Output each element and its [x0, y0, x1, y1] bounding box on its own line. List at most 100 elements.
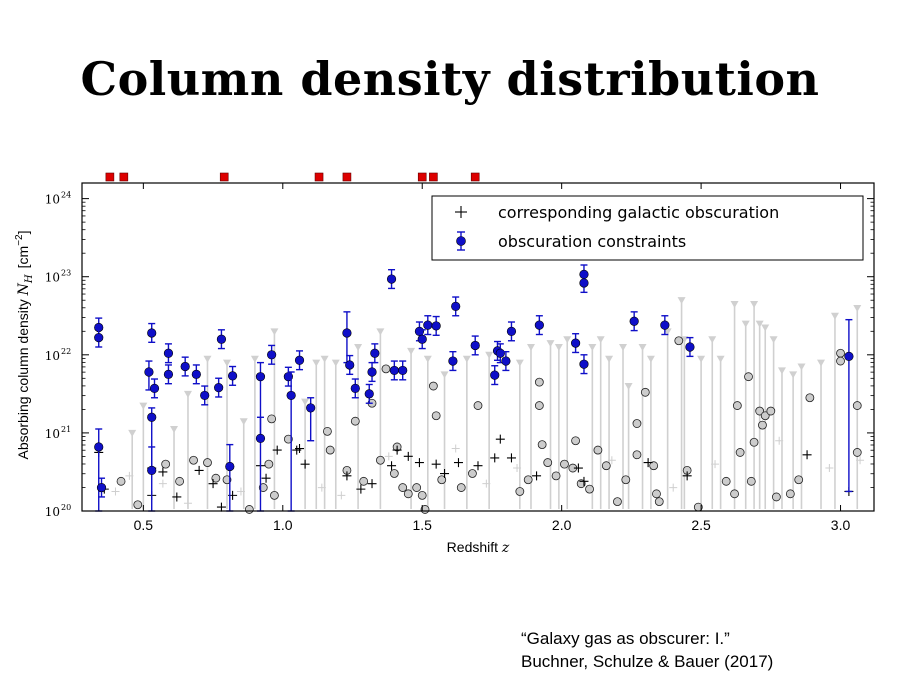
upper-limit [170, 426, 179, 509]
open-point [381, 364, 391, 374]
constraint-point [163, 348, 174, 358]
top-marker [105, 172, 115, 182]
upper-limit [440, 371, 449, 509]
constraint-point [214, 383, 224, 393]
constraint [163, 364, 174, 385]
upper-limit-triangle [761, 324, 770, 332]
constraint-point [147, 328, 157, 338]
open-point [523, 475, 533, 485]
constraint-point [200, 390, 210, 401]
constraint-point [389, 365, 399, 376]
upper-limit-triangle [462, 355, 471, 363]
faint-point [317, 483, 326, 492]
constraint-point [94, 333, 104, 343]
constraint [370, 343, 380, 364]
faint-point [856, 456, 865, 465]
upper-limit-triangle [716, 355, 725, 363]
upper-limit-triangle [554, 344, 563, 351]
upper-limit-triangle [139, 402, 148, 410]
open-point [537, 440, 547, 450]
constraint-point [306, 403, 316, 413]
constraint-point [149, 383, 160, 393]
upper-limit [139, 402, 148, 509]
faint-point [513, 464, 522, 473]
upper-limit [777, 367, 786, 509]
constraint-point [844, 351, 854, 361]
faint-point [711, 460, 720, 469]
constraint-point [342, 328, 352, 338]
open-point [468, 469, 477, 478]
legend-constraint-marker [456, 231, 466, 251]
upper-limit-triangle [203, 355, 212, 363]
open-point [534, 377, 544, 387]
constraint [490, 365, 500, 386]
upper-limit [755, 320, 764, 509]
open-point [431, 411, 441, 421]
upper-limit-triangle [624, 383, 633, 391]
galactic-point [367, 479, 377, 489]
open-point [649, 461, 659, 471]
galactic-point [532, 471, 542, 481]
galactic-point [440, 469, 450, 479]
upper-limit [331, 359, 340, 509]
upper-limit [223, 359, 232, 509]
open-point [771, 492, 781, 502]
constraint-point [225, 461, 235, 472]
upper-limit [354, 344, 363, 509]
upper-limit [128, 429, 137, 509]
y-tick-label: 10 [45, 505, 60, 519]
upper-limit-triangle [223, 359, 232, 367]
galactic-point [216, 502, 226, 512]
y-tick-exponent: 22 [61, 347, 71, 356]
open-point [267, 414, 277, 424]
upper-limit [203, 355, 212, 509]
upper-limit-triangle [817, 359, 826, 367]
constraint [448, 350, 458, 372]
constraint-point [350, 383, 360, 393]
upper-limit-triangle [677, 297, 686, 305]
upper-limit [515, 359, 524, 509]
galactic-point [414, 458, 424, 468]
upper-limit-triangle [354, 344, 363, 351]
galactic-point [172, 492, 182, 502]
top-marker [342, 172, 352, 182]
constraint-point [147, 412, 157, 422]
constraint [685, 336, 695, 358]
x-tick-label: 2.5 [691, 517, 711, 533]
galactic-point [473, 461, 483, 471]
constraint-point [501, 356, 511, 366]
upper-limit-triangle [546, 340, 555, 348]
upper-limit [797, 363, 806, 509]
faint-point [482, 479, 491, 488]
y-tick-label: 10 [45, 193, 60, 207]
y-tick-exponent: 23 [61, 269, 71, 278]
constraint [423, 315, 433, 336]
constraint [501, 350, 511, 372]
y-tick-label: 10 [45, 349, 60, 363]
upper-limit-triangle [830, 312, 839, 320]
upper-limit [546, 340, 555, 509]
constraint [534, 315, 544, 336]
open-point [766, 406, 776, 416]
open-point [222, 475, 232, 485]
galactic-point [431, 459, 441, 469]
constraint-point [490, 370, 500, 380]
open-point [593, 445, 603, 455]
constraint-point [495, 348, 505, 358]
open-point [571, 436, 581, 446]
open-point [323, 426, 332, 436]
open-point [551, 471, 561, 481]
open-point [785, 489, 795, 499]
galactic-point [506, 453, 516, 463]
upper-limit-triangle [596, 336, 605, 344]
faint-point [337, 491, 346, 500]
upper-limit-triangle [320, 355, 329, 363]
constraint-point [534, 320, 544, 330]
open-point [437, 475, 447, 485]
constraint [579, 354, 589, 375]
upper-limit [250, 355, 259, 509]
galactic-point [342, 471, 352, 481]
upper-limit-triangle [619, 344, 628, 351]
y-tick-exponent: 21 [61, 425, 71, 434]
